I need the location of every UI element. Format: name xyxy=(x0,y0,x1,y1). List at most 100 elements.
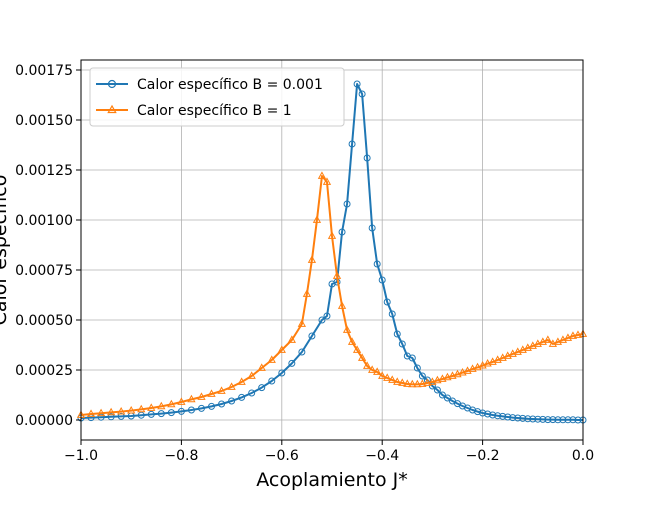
data-point xyxy=(368,224,376,232)
data-point xyxy=(453,369,462,378)
x-tick-label: −1.0 xyxy=(64,448,98,464)
data-point xyxy=(468,364,477,372)
data-point xyxy=(499,412,507,420)
data-point xyxy=(398,340,406,348)
y-axis-label: Calor específico xyxy=(0,175,11,326)
data-point xyxy=(543,335,553,343)
data-point xyxy=(96,408,106,417)
data-point xyxy=(208,402,216,410)
data-point xyxy=(558,335,568,343)
data-point xyxy=(474,408,482,416)
data-point xyxy=(403,379,412,387)
x-tick-label: −0.2 xyxy=(466,448,500,464)
data-point xyxy=(117,406,126,415)
data-point xyxy=(413,364,421,372)
data-point xyxy=(479,409,487,417)
data-point xyxy=(438,374,447,382)
data-point xyxy=(433,386,441,394)
data-point xyxy=(408,379,417,388)
data-point xyxy=(553,337,563,345)
data-point xyxy=(317,171,327,179)
data-point xyxy=(528,341,537,349)
legend-entry-b-0001: Calor específico B = 0.001 xyxy=(96,77,323,93)
data-point xyxy=(573,330,583,338)
data-point xyxy=(227,382,236,390)
data-point xyxy=(494,412,502,420)
series-layer xyxy=(76,80,588,424)
data-point xyxy=(277,345,286,353)
data-point xyxy=(197,392,206,400)
data-point xyxy=(147,403,156,411)
data-point xyxy=(177,397,186,405)
data-point xyxy=(167,399,176,408)
data-point xyxy=(352,345,362,353)
data-point xyxy=(238,393,246,401)
data-point xyxy=(187,406,195,414)
data-point xyxy=(483,358,492,367)
data-point xyxy=(569,416,577,424)
data-point xyxy=(523,343,532,351)
data-point xyxy=(327,231,337,239)
legend-label: Calor específico B = 0.001 xyxy=(137,77,323,93)
data-point xyxy=(534,415,542,423)
data-point xyxy=(393,330,401,338)
data-point xyxy=(307,255,317,263)
data-point xyxy=(498,353,507,361)
data-point xyxy=(423,378,432,386)
data-point xyxy=(398,378,407,386)
data-point xyxy=(489,411,497,419)
data-point xyxy=(357,353,367,361)
data-point xyxy=(529,415,537,423)
data-point xyxy=(248,389,256,397)
data-point xyxy=(484,410,492,418)
x-tick-label: −0.4 xyxy=(365,448,399,464)
data-point xyxy=(548,339,558,347)
data-point xyxy=(574,416,582,424)
data-point xyxy=(237,377,246,385)
axis-ticks: −1.0 −0.8 −0.6 −0.4 −0.2 0.0 0.00000 0.00025 0.0… xyxy=(15,63,594,464)
series-b-1 xyxy=(76,171,588,418)
y-tick-label: 0.00025 xyxy=(15,363,73,379)
data-point xyxy=(127,405,136,414)
data-point xyxy=(378,371,387,379)
data-point xyxy=(298,348,306,356)
series-line xyxy=(80,175,584,416)
data-point xyxy=(157,401,166,410)
data-point xyxy=(177,407,185,415)
y-tick-label: 0.00100 xyxy=(15,213,73,229)
data-point xyxy=(318,316,326,324)
data-point xyxy=(538,337,547,345)
data-point xyxy=(478,360,487,369)
data-point xyxy=(353,80,361,88)
data-point xyxy=(508,349,517,357)
data-point xyxy=(383,373,392,381)
data-point xyxy=(443,372,452,381)
data-point xyxy=(86,409,96,417)
data-point xyxy=(549,416,557,424)
data-point xyxy=(458,367,467,376)
data-point xyxy=(147,410,155,418)
data-point xyxy=(388,375,397,383)
data-point xyxy=(267,355,276,363)
data-point xyxy=(509,414,517,422)
data-point xyxy=(473,362,482,371)
data-point xyxy=(218,400,226,408)
y-tick-label: 0.00075 xyxy=(15,263,73,279)
x-tick-label: −0.6 xyxy=(265,448,299,464)
data-point xyxy=(524,415,532,423)
data-point xyxy=(493,355,502,363)
data-point xyxy=(463,366,472,374)
data-point xyxy=(278,369,286,377)
data-point xyxy=(428,377,437,385)
data-point xyxy=(308,332,316,340)
data-point xyxy=(469,406,477,414)
data-point xyxy=(373,260,381,268)
data-point xyxy=(503,351,512,359)
data-point xyxy=(257,363,266,371)
data-point xyxy=(554,416,562,424)
legend: Calor específico B = 0.001 Calor específ… xyxy=(89,67,345,127)
data-point xyxy=(373,367,382,375)
data-point xyxy=(197,404,205,412)
legend-box xyxy=(89,67,345,127)
data-point xyxy=(312,215,322,223)
